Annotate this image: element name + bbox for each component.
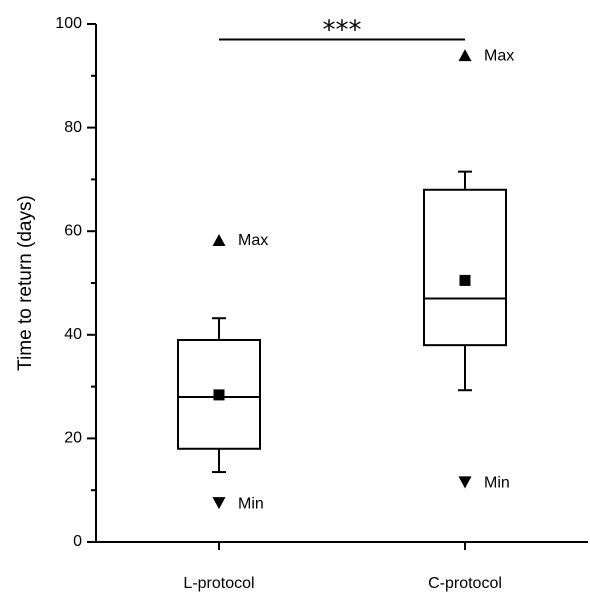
min-marker bbox=[212, 497, 226, 510]
x-ticks: L-protocol C-protocol bbox=[183, 542, 502, 592]
box bbox=[423, 188, 507, 347]
mean-marker bbox=[459, 274, 471, 286]
min-label: Min bbox=[484, 475, 510, 492]
box-group-l-protocol: Max Min bbox=[177, 232, 268, 512]
min-marker bbox=[458, 476, 472, 489]
max-label: Max bbox=[484, 47, 514, 64]
significance-label: *** bbox=[323, 16, 362, 46]
axes bbox=[95, 24, 588, 543]
min-label: Min bbox=[238, 495, 264, 512]
max-label: Max bbox=[238, 232, 268, 249]
significance-annotation: *** bbox=[219, 16, 465, 46]
box-group-c-protocol: Max Min bbox=[423, 47, 514, 492]
mean-marker bbox=[213, 389, 225, 401]
x-tick-label-c-protocol: C-protocol bbox=[428, 575, 502, 592]
y-tick-label: 60 bbox=[64, 222, 82, 239]
y-tick-label: 0 bbox=[73, 533, 82, 550]
y-tick-label: 80 bbox=[64, 119, 82, 136]
y-tick-label: 20 bbox=[64, 430, 82, 447]
y-axis-title: Time to return (days) bbox=[15, 195, 36, 371]
y-ticks: 0 20 40 60 80 100 bbox=[55, 15, 96, 550]
max-marker bbox=[458, 49, 472, 62]
y-tick-label: 100 bbox=[55, 15, 82, 32]
max-marker bbox=[212, 234, 226, 247]
x-tick-label-l-protocol: L-protocol bbox=[183, 575, 254, 592]
y-tick-label: 40 bbox=[64, 326, 82, 343]
boxes: Max Min Max Min bbox=[177, 47, 514, 512]
